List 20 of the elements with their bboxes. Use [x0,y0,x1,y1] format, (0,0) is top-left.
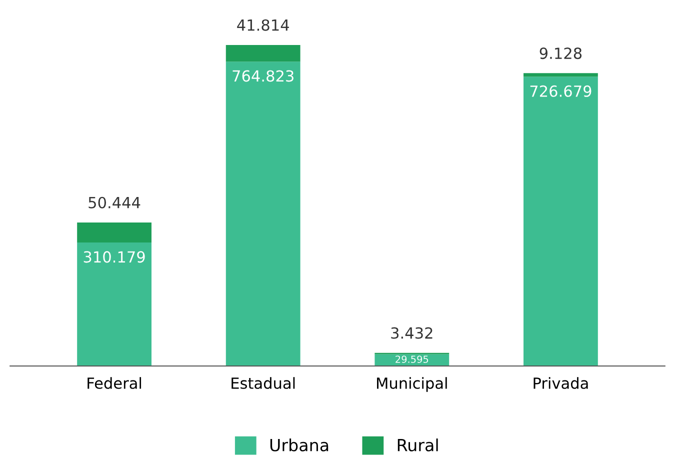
legend-label: Rural [398,438,438,452]
legend-label: Urbana [270,438,328,452]
data-label: 764.823 [232,70,294,82]
bar [226,44,300,62]
bar [77,222,152,243]
data-label: 41.814 [237,19,289,31]
data-label: 310.179 [84,251,145,263]
data-label: 9.128 [540,48,582,60]
x-tick-label: Municipal [377,377,447,392]
data-label: 29.595 [396,356,428,363]
data-label: 50.444 [88,196,140,208]
bar [77,242,152,366]
x-tick-label: Privada [534,377,588,389]
data-label: 3.432 [391,327,432,339]
bar [226,62,300,366]
x-tick-label: Federal [88,377,142,389]
bar [524,73,598,77]
data-label: 726.679 [530,85,592,97]
bar [524,76,598,366]
x-tick-label: Estadual [232,377,295,389]
